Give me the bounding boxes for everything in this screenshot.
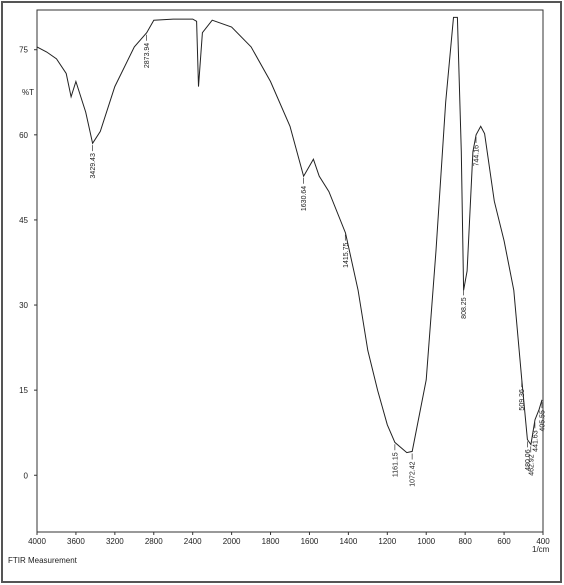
y-tick-label: 15 xyxy=(19,386,28,395)
y-tick-label: 45 xyxy=(19,216,28,225)
x-tick-label: 4000 xyxy=(28,537,46,546)
peak-label: 462.92 xyxy=(528,454,535,476)
x-tick-label: 1000 xyxy=(417,537,435,546)
peak-label: 480.06 xyxy=(525,449,532,471)
y-axis-label: %T xyxy=(22,88,34,97)
peak-label: 808.25 xyxy=(461,297,468,319)
peak-label: 1161.15 xyxy=(392,452,399,477)
x-tick-label: 3600 xyxy=(67,537,85,546)
peak-label: 441.63 xyxy=(532,430,539,452)
x-tick-label: 1200 xyxy=(378,537,396,546)
peak-label: 1415.75 xyxy=(343,243,350,268)
x-tick-label: 2800 xyxy=(145,537,163,546)
spectrum-line xyxy=(36,16,543,454)
x-tick-label: 400 xyxy=(536,537,550,546)
peak-label: 1630.64 xyxy=(301,186,308,211)
peak-label: 744.16 xyxy=(474,145,481,167)
note: FTIR Measurement xyxy=(8,556,78,565)
x-tick-label: 1800 xyxy=(262,537,280,546)
x-tick-label: 3200 xyxy=(106,537,124,546)
x-tick-label: 1600 xyxy=(301,537,319,546)
plot-area xyxy=(36,9,544,533)
x-tick-label: 1400 xyxy=(339,537,357,546)
y-tick-label: 75 xyxy=(19,46,28,55)
x-tick-label: 2400 xyxy=(184,537,202,546)
peak-label: 2873.94 xyxy=(144,43,151,68)
peak-label: 405.55 xyxy=(539,410,546,432)
peak-label: 3429.43 xyxy=(90,153,97,178)
y-tick-label: 0 xyxy=(24,471,29,480)
peak-label: 509.36 xyxy=(519,389,526,411)
x-axis-label: 1/cm xyxy=(532,545,550,554)
y-tick-label: 30 xyxy=(19,301,28,310)
peak-label: 1072.42 xyxy=(410,461,417,486)
x-tick-label: 2000 xyxy=(223,537,241,546)
x-tick-label: 600 xyxy=(497,537,511,546)
x-tick-label: 800 xyxy=(458,537,472,546)
y-tick-label: 60 xyxy=(19,131,28,140)
